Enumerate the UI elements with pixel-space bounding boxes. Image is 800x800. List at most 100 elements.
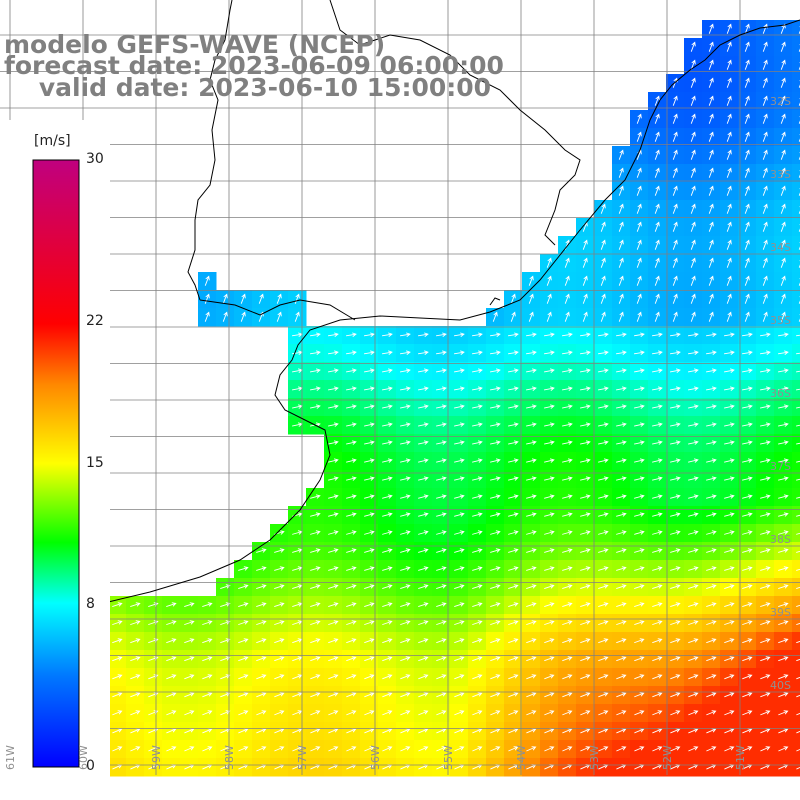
wind-arrow bbox=[166, 620, 177, 626]
field-cell bbox=[792, 578, 800, 597]
wind-arrow bbox=[724, 548, 735, 553]
wind-arrow bbox=[364, 530, 375, 535]
wind-arrow bbox=[634, 386, 645, 391]
latitude-label: 32S bbox=[770, 95, 791, 108]
wind-arrow bbox=[796, 712, 800, 716]
wind-arrow bbox=[472, 458, 483, 463]
wind-arrow bbox=[364, 566, 375, 571]
wind-arrow bbox=[670, 620, 681, 626]
wind-arrow bbox=[708, 221, 714, 232]
field-cell bbox=[792, 290, 800, 309]
wind-arrow bbox=[546, 311, 552, 322]
wind-arrow bbox=[598, 530, 609, 535]
wind-arrow bbox=[634, 404, 645, 409]
wind-arrow bbox=[742, 584, 753, 589]
wind-arrow bbox=[778, 638, 789, 644]
wind-arrow bbox=[690, 77, 696, 88]
wind-arrow bbox=[580, 584, 591, 589]
wind-arrow bbox=[636, 221, 642, 232]
wind-arrow bbox=[544, 386, 555, 391]
wind-arrow bbox=[454, 422, 465, 427]
wind-arrow bbox=[780, 221, 786, 232]
field-cell bbox=[792, 164, 800, 183]
wind-arrow bbox=[382, 602, 393, 608]
wind-arrow bbox=[652, 422, 663, 427]
wind-arrow bbox=[796, 406, 800, 409]
wind-arrow bbox=[561, 350, 573, 355]
wind-arrow bbox=[706, 566, 717, 571]
wind-arrow bbox=[598, 602, 609, 608]
wind-arrow bbox=[616, 440, 627, 445]
wind-arrow bbox=[726, 95, 732, 106]
wind-arrow bbox=[382, 584, 393, 589]
wind-arrow bbox=[346, 548, 357, 553]
wind-arrow bbox=[706, 386, 717, 391]
wind-arrow bbox=[382, 476, 393, 481]
wind-arrow bbox=[672, 293, 678, 304]
wind-arrow bbox=[762, 149, 768, 160]
wind-arrow bbox=[634, 710, 645, 716]
wind-arrow bbox=[670, 458, 681, 463]
legend-unit: [m/s] bbox=[34, 133, 71, 149]
field-cell bbox=[792, 470, 800, 489]
wind-arrow bbox=[310, 710, 321, 716]
wind-arrow bbox=[562, 368, 573, 373]
wind-arrow bbox=[256, 620, 267, 626]
wind-arrow bbox=[202, 620, 213, 626]
wind-arrow bbox=[562, 512, 573, 517]
wind-arrow bbox=[652, 512, 663, 517]
wind-arrow bbox=[418, 386, 429, 391]
longitude-label: 51W bbox=[734, 745, 747, 770]
wind-arrow bbox=[618, 257, 624, 268]
wind-arrow bbox=[472, 368, 483, 373]
field-cell bbox=[792, 218, 800, 237]
wind-arrow bbox=[238, 656, 249, 662]
wind-arrow bbox=[472, 386, 483, 391]
wind-arrow bbox=[690, 293, 696, 304]
wind-arrow bbox=[634, 746, 645, 752]
field-cell bbox=[792, 542, 800, 561]
wind-arrow bbox=[796, 766, 800, 770]
wind-arrow bbox=[454, 674, 465, 680]
wind-arrow bbox=[796, 388, 800, 391]
wind-arrow bbox=[507, 332, 519, 338]
wind-arrow bbox=[580, 476, 591, 481]
wind-arrow bbox=[744, 41, 750, 52]
wind-arrow bbox=[472, 638, 483, 644]
wind-arrow bbox=[130, 746, 141, 752]
wind-arrow bbox=[778, 548, 789, 553]
wind-arrow bbox=[778, 440, 789, 445]
wind-arrow bbox=[654, 95, 660, 106]
wind-arrow bbox=[382, 566, 393, 571]
wind-arrow bbox=[274, 602, 285, 608]
wind-arrow bbox=[345, 350, 357, 355]
wind-arrow bbox=[436, 692, 447, 698]
wind-arrow bbox=[796, 442, 800, 445]
wind-arrow bbox=[508, 566, 519, 571]
wind-arrow bbox=[600, 311, 606, 322]
wind-arrow bbox=[508, 584, 519, 589]
wind-arrow bbox=[652, 404, 663, 409]
wind-arrow bbox=[741, 332, 753, 338]
field-cell bbox=[792, 686, 800, 705]
wind-arrow bbox=[346, 656, 357, 662]
wind-arrow bbox=[600, 239, 606, 250]
wind-arrow bbox=[274, 584, 285, 589]
longitude-label: 57W bbox=[296, 745, 309, 770]
wind-arrow bbox=[562, 638, 573, 644]
wind-arrow bbox=[382, 512, 393, 517]
wind-arrow bbox=[762, 203, 768, 214]
wind-arrow bbox=[670, 584, 681, 589]
wind-arrow bbox=[652, 674, 663, 680]
wind-arrow bbox=[672, 131, 678, 142]
wind-arrow bbox=[796, 550, 800, 553]
wind-arrow bbox=[708, 275, 714, 286]
wind-arrow bbox=[202, 638, 213, 644]
wind-arrow bbox=[564, 293, 570, 304]
wind-arrow bbox=[778, 620, 789, 626]
wind-arrow bbox=[796, 640, 800, 644]
wind-arrow bbox=[436, 566, 447, 571]
wind-arrow bbox=[294, 293, 300, 304]
wind-arrow bbox=[669, 350, 681, 355]
wind-arrow bbox=[508, 620, 519, 626]
